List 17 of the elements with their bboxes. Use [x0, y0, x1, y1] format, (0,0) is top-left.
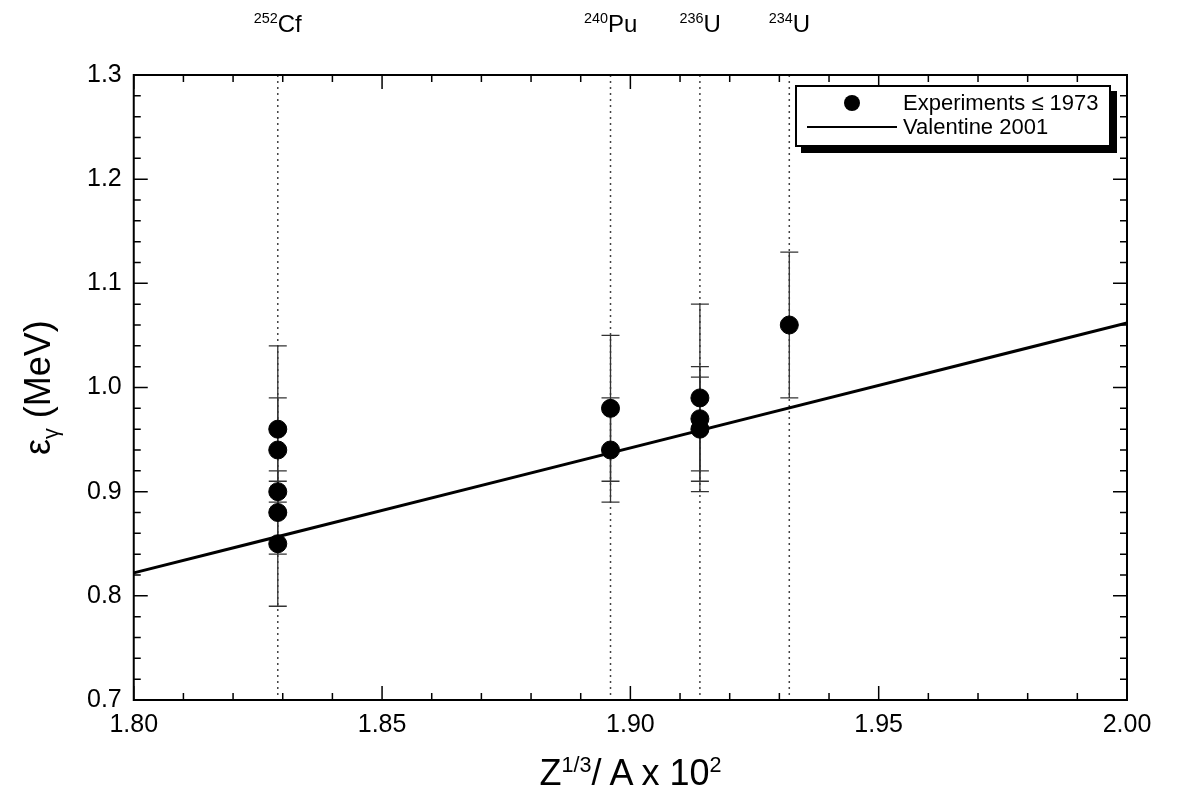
y-tick-label: 1.1 — [86, 267, 122, 296]
x-tick-label: 2.00 — [1102, 708, 1152, 737]
ref-line-label: $^{252}$Cf — [253, 10, 302, 38]
y-tick-label: 1.3 — [86, 58, 122, 87]
y-tick-label: 1.0 — [86, 371, 122, 400]
ref-line-label: $^{236}$U — [679, 10, 721, 38]
x-tick-label: 1.95 — [854, 708, 904, 737]
y-tick-label: 1.2 — [86, 163, 122, 192]
x-tick-label: 1.85 — [357, 708, 407, 737]
x-tick-label: 1.90 — [606, 708, 655, 737]
ref-line-label: $^{240}$Pu — [584, 10, 638, 38]
y-tick-label: 0.9 — [86, 475, 122, 504]
y-tick-label: 0.8 — [86, 579, 122, 608]
legend-label: Valentine 2001 — [903, 114, 1049, 139]
x-axis-title: Z$^{1/3}$/ A x 10$^{2}$ — [539, 752, 722, 794]
ref-line-label: $^{234}$U — [768, 10, 811, 38]
legend-label: Experiments ≤ 1973 — [903, 90, 1099, 115]
